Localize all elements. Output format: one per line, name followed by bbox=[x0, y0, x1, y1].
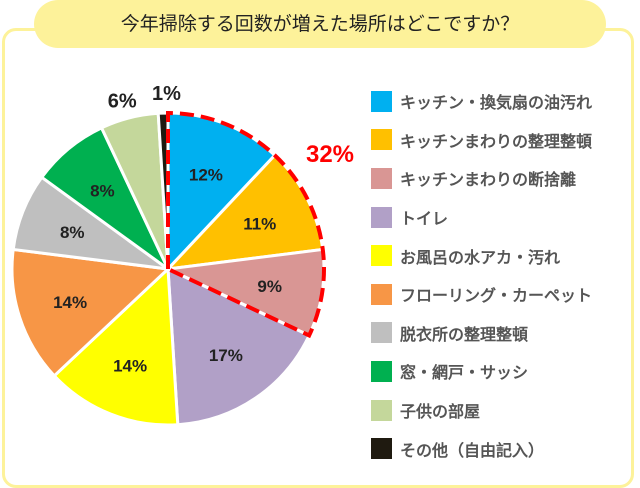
legend-label: フローリング・カーペット bbox=[400, 286, 593, 306]
legend-swatch bbox=[371, 322, 392, 344]
legend-label: 窓・網戸・サッシ bbox=[400, 363, 529, 383]
legend-label: その他（自由記入） bbox=[400, 440, 545, 460]
highlight-label: 32% bbox=[306, 141, 354, 168]
legend-label: キッチン・換気扇の油汚れ bbox=[400, 93, 593, 113]
legend-swatch bbox=[371, 167, 392, 189]
legend-swatch bbox=[371, 206, 392, 228]
legend-label: 脱衣所の整理整頓 bbox=[400, 324, 529, 344]
legend-item: お風呂の水アカ・汚れ bbox=[371, 236, 592, 275]
data-label-0: 12% bbox=[189, 165, 223, 184]
legend-label: トイレ bbox=[400, 209, 449, 229]
legend-item: フローリング・カーペット bbox=[371, 275, 592, 314]
legend-item: その他（自由記入） bbox=[371, 429, 592, 468]
data-label-1: 11% bbox=[243, 214, 276, 233]
data-label-5: 14% bbox=[53, 293, 87, 312]
data-label-3: 17% bbox=[209, 346, 243, 365]
data-label-4: 14% bbox=[113, 357, 147, 376]
data-label-8: 6% bbox=[108, 91, 137, 113]
legend-item: 窓・網戸・サッシ bbox=[371, 352, 592, 391]
legend-item: トイレ bbox=[371, 198, 592, 237]
legend-item: 子供の部屋 bbox=[371, 391, 592, 430]
legend-item: キッチンまわりの断捨離 bbox=[371, 159, 592, 198]
legend: キッチン・換気扇の油汚れ キッチンまわりの整理整頓 キッチンまわりの断捨離 トイレお風… bbox=[371, 82, 592, 468]
legend-label: キッチンまわりの整理整頓 bbox=[400, 131, 593, 151]
pie-slice-4 bbox=[52, 265, 180, 427]
data-label-9: 1% bbox=[152, 83, 181, 105]
legend-swatch bbox=[371, 90, 392, 112]
legend-swatch bbox=[371, 129, 392, 151]
chart-title: 今年掃除する回数が増えた場所はどこですか？ bbox=[34, 0, 606, 48]
data-label-6: 8% bbox=[60, 223, 85, 242]
data-label-2: 9% bbox=[257, 277, 282, 296]
legend-label: キッチンまわりの断捨離 bbox=[400, 170, 577, 190]
legend-label: 子供の部屋 bbox=[400, 402, 481, 422]
legend-label: お風呂の水アカ・汚れ bbox=[400, 247, 561, 267]
data-label-7: 8% bbox=[90, 182, 115, 201]
pie-slice-5 bbox=[10, 247, 172, 378]
legend-swatch bbox=[371, 399, 392, 421]
legend-swatch bbox=[371, 245, 392, 267]
legend-item: キッチン・換気扇の油汚れ bbox=[371, 82, 592, 121]
legend-swatch bbox=[371, 360, 392, 382]
legend-item: 脱衣所の整理整頓 bbox=[371, 314, 592, 353]
pie-slice-3 bbox=[166, 266, 312, 427]
highlight-outline bbox=[166, 110, 326, 339]
legend-swatch bbox=[371, 283, 392, 305]
legend-swatch bbox=[371, 438, 392, 460]
legend-item: キッチンまわりの整理整頓 bbox=[371, 121, 592, 160]
